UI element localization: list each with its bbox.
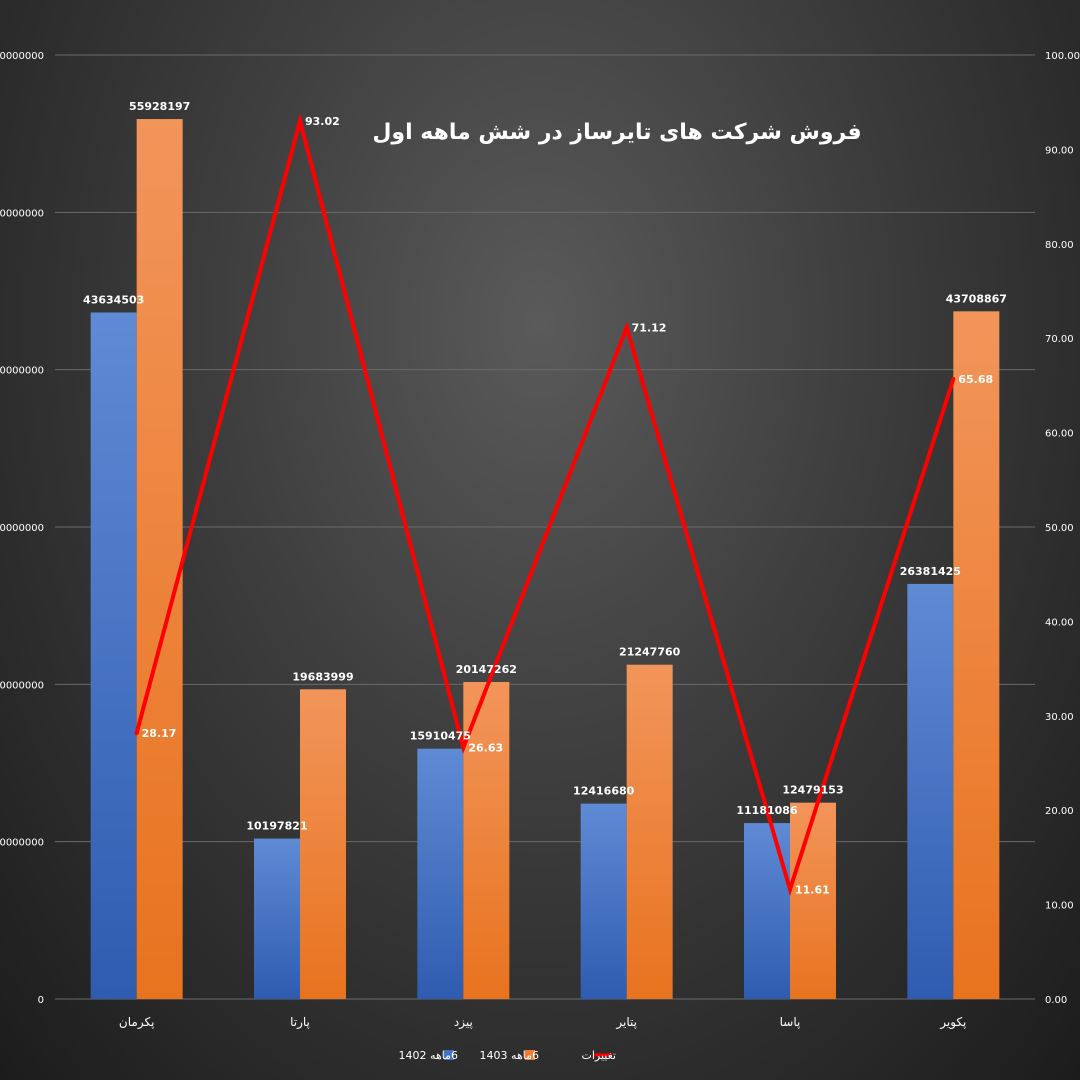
change-line-path <box>134 113 956 897</box>
bar-1403 <box>463 682 510 999</box>
left-axis-tick-label: 40000000 <box>0 366 44 377</box>
left-axis-tick-label: 20000000 <box>0 680 44 691</box>
category-label: پکرمان <box>119 1015 154 1030</box>
right-axis-tick-label: 70.00 <box>1045 334 1074 345</box>
legend-swatch <box>525 1050 535 1060</box>
right-axis-tick-label: 40.00 <box>1045 617 1074 628</box>
gridlines <box>55 54 1035 1000</box>
bar-value-label: 21247760 <box>619 646 681 659</box>
right-axis-tick-label: 80.00 <box>1045 240 1074 251</box>
category-label: پکویر <box>939 1015 966 1030</box>
change-line <box>134 113 956 897</box>
category-label: پاسا <box>780 1015 801 1029</box>
bar-value-label: 19683999 <box>292 670 353 683</box>
change-point <box>624 325 629 330</box>
bar-1403 <box>136 119 183 999</box>
category-label: پارتا <box>290 1015 310 1030</box>
right-axis-tick-label: 10.00 <box>1045 901 1074 912</box>
bar-value-label: 12479153 <box>782 784 843 797</box>
bar-value-label: 26381425 <box>900 565 961 578</box>
bar-1402 <box>417 748 464 999</box>
change-value-label: 65.68 <box>958 373 993 386</box>
bar-value-label: 20147262 <box>456 663 517 676</box>
bar-1402 <box>580 803 627 999</box>
change-value-label: 93.02 <box>305 115 340 128</box>
data-labels: 43634503 55928197 10197821 19683999 15910475… <box>83 100 1007 896</box>
bar-value-label: 11181086 <box>736 804 798 817</box>
change-value-label: 71.12 <box>632 322 667 335</box>
change-point <box>134 731 139 736</box>
change-value-label: 26.63 <box>468 742 503 755</box>
right-axis-tick-label: 20.00 <box>1045 806 1074 817</box>
bar-value-label: 55928197 <box>129 100 190 113</box>
bar-1402 <box>90 312 137 999</box>
change-value-label: 11.61 <box>795 883 830 896</box>
right-axis-tick-label: 0.00 <box>1045 995 1067 1006</box>
bar-value-label: 43634503 <box>83 293 144 306</box>
change-point <box>461 745 466 750</box>
right-axis-tick-label: 100.00 <box>1045 51 1080 62</box>
bar-1403 <box>626 664 673 999</box>
left-axis-tick-label: 50000000 <box>0 208 44 219</box>
left-axis-tick-label: 30000000 <box>0 523 44 534</box>
axis-labels: 0 10000000 20000000 30000000 40000000 5000000… <box>0 51 1080 1030</box>
legend-label: 6ماهه 1402 <box>399 1049 458 1062</box>
category-label: پیزد <box>454 1015 473 1030</box>
bar-value-label: 15910475 <box>410 730 471 743</box>
right-axis-tick-label: 30.00 <box>1045 712 1074 723</box>
bar-1403 <box>953 311 1000 999</box>
change-value-label: 28.17 <box>142 727 177 740</box>
right-axis-tick-label: 60.00 <box>1045 429 1074 440</box>
bar-value-label: 10197821 <box>246 820 307 833</box>
legend-label: 6ماهه 1403 <box>480 1049 539 1062</box>
category-label: پتایر <box>615 1015 637 1030</box>
change-point <box>298 118 302 123</box>
left-axis-tick-label: 0 <box>38 995 44 1006</box>
legend-swatch <box>444 1050 454 1060</box>
bar-1403 <box>300 689 346 999</box>
bar-1402 <box>744 823 790 999</box>
bar-value-label: 43708867 <box>946 292 1007 305</box>
chart-title: فروش شرکت های تایرساز در شش ماهه اول <box>372 120 861 145</box>
left-axis-tick-label: 60000000 <box>0 51 44 62</box>
bar-1402 <box>907 583 954 999</box>
bar-1403 <box>790 802 836 999</box>
legend-label: تغییرات <box>582 1049 617 1062</box>
legend: 6ماهه 1402 6ماهه 1403 تغییرات <box>399 1049 616 1062</box>
change-point <box>788 887 792 892</box>
bars <box>90 119 1000 999</box>
right-axis-tick-label: 90.00 <box>1045 145 1074 156</box>
bar-1402 <box>254 838 300 999</box>
bar-value-label: 12416680 <box>573 785 635 798</box>
left-axis-tick-label: 10000000 <box>0 838 44 849</box>
change-point <box>951 376 956 381</box>
right-axis-tick-label: 50.00 <box>1045 523 1074 534</box>
